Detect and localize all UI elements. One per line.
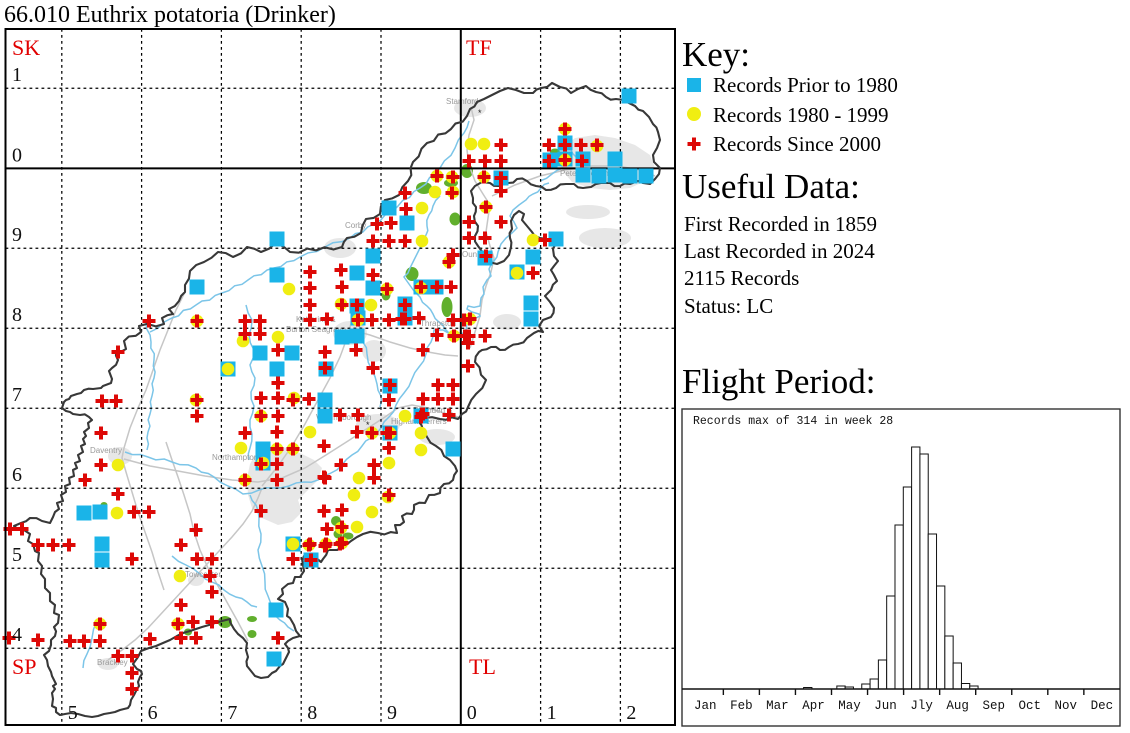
svg-text:Aug: Aug xyxy=(946,699,969,713)
svg-text:0: 0 xyxy=(467,702,477,724)
svg-text:4: 4 xyxy=(12,624,22,646)
svg-text:*: * xyxy=(478,108,482,118)
svg-text:9: 9 xyxy=(12,224,22,246)
svg-text:Apr: Apr xyxy=(802,699,825,713)
svg-text:Jan: Jan xyxy=(694,699,717,713)
svg-text:9: 9 xyxy=(387,702,397,724)
svg-text:Rushden &: Rushden & xyxy=(413,406,453,415)
svg-text:Burton Seagrave: Burton Seagrave xyxy=(286,325,347,334)
svg-text:0: 0 xyxy=(12,144,22,166)
svg-text:Jun: Jun xyxy=(874,699,897,713)
svg-text:Northampton: Northampton xyxy=(212,453,258,462)
svg-text:TF: TF xyxy=(466,35,492,60)
svg-text:Thrapston: Thrapston xyxy=(420,319,456,328)
svg-text:7: 7 xyxy=(227,702,237,724)
svg-text:5: 5 xyxy=(68,702,78,724)
svg-text:Wellingborough: Wellingborough xyxy=(316,413,371,422)
svg-text:6: 6 xyxy=(12,464,22,486)
svg-text:Jly: Jly xyxy=(910,699,933,713)
svg-text:1: 1 xyxy=(12,64,22,86)
svg-text:*: * xyxy=(366,420,370,430)
svg-text:2: 2 xyxy=(626,702,636,724)
svg-text:6: 6 xyxy=(148,702,158,724)
svg-text:8: 8 xyxy=(12,304,22,326)
svg-text:TL: TL xyxy=(469,654,496,679)
svg-text:SK: SK xyxy=(12,35,40,60)
svg-text:Sep: Sep xyxy=(982,699,1005,713)
svg-text:Oct: Oct xyxy=(1019,699,1042,713)
svg-text:Oundle: Oundle xyxy=(462,250,488,259)
svg-text:Stamford: Stamford xyxy=(446,97,478,106)
svg-text:Mar: Mar xyxy=(766,699,789,713)
svg-text:7: 7 xyxy=(12,384,22,406)
svg-text:Brackley: Brackley xyxy=(97,658,128,667)
svg-text:SP: SP xyxy=(12,654,36,679)
svg-text:1: 1 xyxy=(547,702,557,724)
svg-text:Towcester: Towcester xyxy=(185,570,221,579)
svg-text:Nov: Nov xyxy=(1055,699,1078,713)
svg-text:5: 5 xyxy=(12,544,22,566)
svg-text:Corby: Corby xyxy=(345,221,366,230)
svg-text:8: 8 xyxy=(307,702,317,724)
svg-text:May: May xyxy=(838,699,861,713)
svg-text:Feb: Feb xyxy=(730,699,753,713)
svg-text:Daventry: Daventry xyxy=(90,446,122,455)
svg-text:Dec: Dec xyxy=(1091,699,1114,713)
svg-text:Records max of 314 in week 28: Records max of 314 in week 28 xyxy=(693,415,893,428)
